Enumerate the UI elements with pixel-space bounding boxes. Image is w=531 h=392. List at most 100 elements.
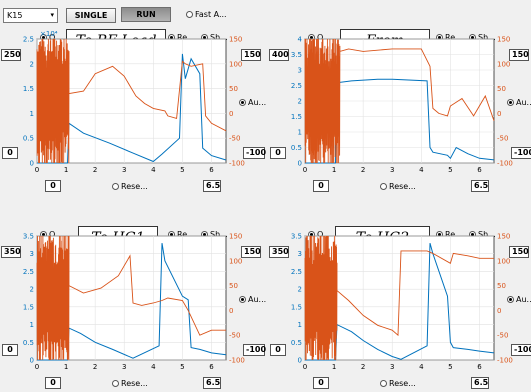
- line-chart: 0 1 2 3 4 5 6 0 0.5 1 1.5 2 2.5 3 3.5 -100 -50 0 50 100 150: [23, 233, 245, 372]
- x-tick-label: 5: [180, 166, 184, 174]
- y-max-field[interactable]: 350: [269, 246, 289, 258]
- device-select[interactable]: K15 ▾: [3, 8, 58, 23]
- y2-min-field[interactable]: -100: [511, 147, 531, 159]
- y-min-field[interactable]: 0: [2, 147, 18, 159]
- y-max-field[interactable]: 250: [1, 49, 21, 61]
- x-tick-label: 4: [151, 363, 156, 371]
- x-tick-label: 4: [419, 166, 424, 174]
- y-tick-label: 0.5: [291, 339, 302, 347]
- x-max-field[interactable]: 6.5: [471, 180, 489, 192]
- reset-option[interactable]: Rese...: [380, 379, 416, 388]
- device-select-value: K15: [7, 11, 23, 20]
- y2-min-field[interactable]: -100: [511, 344, 531, 356]
- y-tick-label: 0: [298, 160, 302, 168]
- fast-acquire-option[interactable]: Fast A...: [186, 10, 227, 19]
- y-tick-label: 3.5: [291, 51, 302, 59]
- x-max-field[interactable]: 6.5: [203, 377, 221, 389]
- reset-label: Rese...: [121, 379, 148, 388]
- option-1-label: O...: [49, 33, 63, 42]
- y2-tick-label: 0: [229, 110, 233, 118]
- option-1-label: O...: [49, 230, 63, 239]
- auto-scale-label: Au...: [248, 98, 267, 107]
- option-1-label: O...: [317, 33, 331, 42]
- y-tick-label: 2.5: [23, 36, 34, 44]
- radio-icon: [112, 380, 119, 387]
- x-max-field[interactable]: 6.5: [203, 180, 221, 192]
- auto-scale-option[interactable]: Au...: [507, 98, 531, 107]
- y2-max-field[interactable]: 150: [241, 246, 261, 258]
- y-max-field[interactable]: 350: [1, 246, 21, 258]
- x-tick-label: 1: [332, 166, 336, 174]
- radio-icon: [380, 183, 387, 190]
- y-tick-label: 2: [298, 98, 302, 106]
- x-tick-label: 3: [122, 166, 126, 174]
- radio-icon: [186, 11, 193, 18]
- x-min-field[interactable]: 0: [45, 180, 61, 192]
- y-min-field[interactable]: 0: [270, 344, 286, 356]
- y-min-field[interactable]: 0: [2, 344, 18, 356]
- y2-tick-label: 50: [229, 85, 238, 93]
- line-chart: 0 1 2 3 4 5 6 0 0.5 1 1.5 2 2.5 3 3.5 -100 -50 0 50 100 150: [291, 233, 513, 372]
- x-max-field[interactable]: 6.5: [471, 377, 489, 389]
- y-min-field[interactable]: 0: [270, 147, 286, 159]
- y-tick-label: 1: [298, 129, 302, 137]
- x-tick-label: 3: [390, 166, 394, 174]
- y-max-field[interactable]: 400: [269, 49, 289, 61]
- y-tick-label: 3: [298, 250, 302, 258]
- x-tick-label: 0: [303, 363, 307, 371]
- radio-icon: [507, 296, 514, 303]
- run-button[interactable]: RUN: [121, 7, 171, 22]
- auto-scale-label: Au...: [516, 295, 531, 304]
- single-button[interactable]: SINGLE: [66, 8, 116, 23]
- x-tick-label: 6: [477, 166, 482, 174]
- chevron-down-icon: ▾: [50, 11, 54, 19]
- radio-icon: [380, 380, 387, 387]
- x-tick-label: 0: [35, 363, 39, 371]
- y-tick-label: 0: [30, 160, 34, 168]
- auto-scale-option[interactable]: Au...: [239, 98, 266, 107]
- y2-tick-label: 50: [497, 85, 506, 93]
- reset-option[interactable]: Rese...: [380, 182, 416, 191]
- y-tick-label: 0: [298, 357, 302, 365]
- x-tick-label: 6: [209, 363, 214, 371]
- reset-label: Rese...: [389, 182, 416, 191]
- y2-min-field[interactable]: -100: [243, 147, 266, 159]
- reset-option[interactable]: Rese...: [112, 379, 148, 388]
- x-tick-label: 2: [93, 166, 97, 174]
- auto-scale-option[interactable]: Au...: [507, 295, 531, 304]
- x-tick-label: 2: [361, 363, 365, 371]
- x-min-field[interactable]: 0: [313, 377, 329, 389]
- x-tick-label: 0: [303, 166, 307, 174]
- y2-tick-label: 50: [497, 282, 506, 290]
- y-tick-label: 2.5: [23, 268, 34, 276]
- y2-tick-label: -50: [229, 332, 240, 340]
- auto-scale-option[interactable]: Au...: [239, 295, 266, 304]
- phase-series-line: [36, 38, 227, 164]
- x-tick-label: 1: [64, 363, 68, 371]
- y2-tick-label: -50: [229, 135, 240, 143]
- y-tick-label: 2: [298, 286, 302, 294]
- y2-max-field[interactable]: 150: [241, 49, 261, 61]
- y-tick-label: 2.5: [291, 268, 302, 276]
- y2-tick-label: 50: [229, 282, 238, 290]
- reset-label: Rese...: [389, 379, 416, 388]
- amplitude-series-line: [37, 243, 227, 361]
- x-min-field[interactable]: 0: [45, 377, 61, 389]
- y2-tick-label: -100: [497, 160, 513, 168]
- option-3-label: Sh...: [210, 33, 228, 42]
- x-min-field[interactable]: 0: [313, 180, 329, 192]
- reset-option[interactable]: Rese...: [112, 182, 148, 191]
- y2-min-field[interactable]: -100: [243, 344, 266, 356]
- line-chart: 0 1 2 3 4 5 6 0 0.5 1 1.5 2 2.5 3 3.5 4 -100 -50 0 50 100 150: [291, 36, 513, 175]
- y-tick-label: 2.5: [291, 82, 302, 90]
- y2-tick-label: -50: [497, 135, 508, 143]
- x-tick-label: 6: [209, 166, 214, 174]
- option-2-label: Re...: [177, 230, 195, 239]
- y2-tick-label: 150: [497, 233, 510, 241]
- option-3-label: Sh...: [478, 230, 496, 239]
- y-tick-label: 1: [30, 321, 34, 329]
- y2-tick-label: -50: [497, 332, 508, 340]
- y2-max-field[interactable]: 150: [509, 246, 529, 258]
- x-tick-label: 1: [64, 166, 68, 174]
- y2-max-field[interactable]: 150: [509, 49, 529, 61]
